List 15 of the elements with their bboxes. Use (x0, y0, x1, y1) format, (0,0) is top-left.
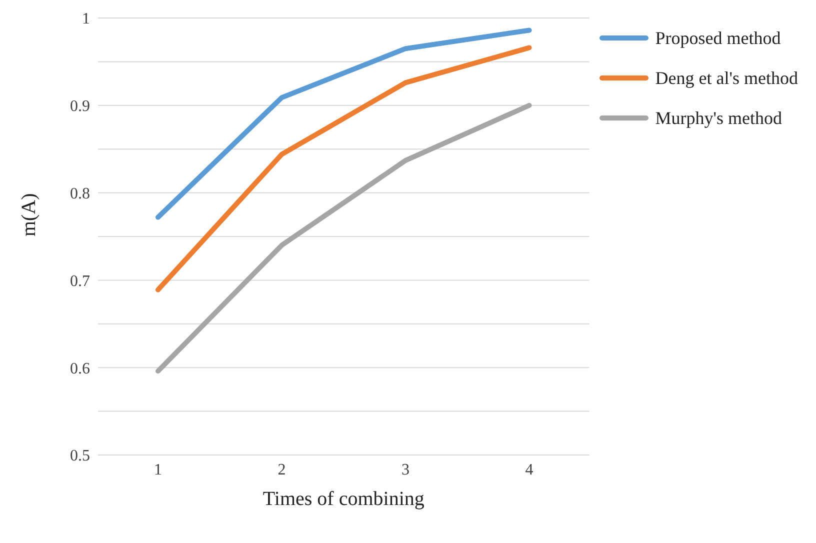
legend-label: Deng et al's method (655, 68, 798, 88)
x-axis-title: Times of combining (262, 488, 424, 510)
x-tick-label: 2 (278, 461, 286, 478)
y-tick-label: 0.8 (70, 185, 90, 202)
y-tick-label: 0.6 (70, 360, 90, 378)
y-tick-label: 0.5 (70, 448, 90, 465)
y-tick-label: 0.7 (70, 272, 90, 290)
x-tick-label: 3 (402, 461, 410, 478)
y-axis-title: m(A) (18, 193, 40, 236)
x-tick-label: 1 (154, 461, 162, 478)
legend-label: Murphy's method (655, 108, 782, 128)
y-tick-label: 0.9 (70, 98, 90, 116)
y-tick-label: 1 (82, 10, 90, 28)
legend-label: Proposed method (655, 28, 781, 48)
x-tick-label: 4 (525, 461, 534, 478)
